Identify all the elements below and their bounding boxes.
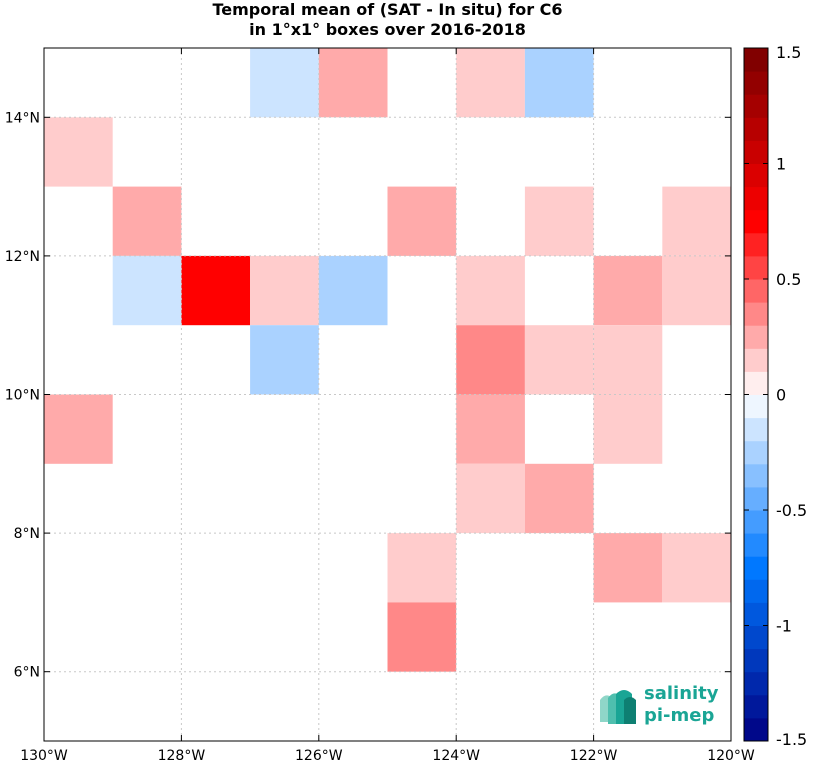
colorbar-segment: [744, 140, 768, 164]
colorbar-segment: [744, 694, 768, 719]
colorbar-tick-label: 0.5: [776, 270, 801, 289]
heatmap-cell: [456, 48, 525, 118]
logo-line-2: pi-mep: [644, 705, 715, 726]
x-tick-label: 122°W: [570, 748, 618, 763]
colorbar-segment: [744, 325, 768, 349]
colorbar-segment: [744, 48, 768, 72]
y-tick-label: 6°N: [14, 665, 40, 681]
heatmap-cell: [250, 325, 319, 395]
heatmap-cells: [44, 48, 731, 672]
x-axis-ticks: 130°W 128°W 126°W 124°W 122°W 120°W: [20, 48, 755, 763]
heatmap-cell: [524, 48, 594, 118]
heatmap-cell: [456, 255, 525, 326]
heatmap-cell: [662, 533, 731, 603]
colorbar-segment: [744, 163, 768, 188]
x-tick-label: 130°W: [20, 748, 68, 763]
colorbar-tick-label: 1: [776, 155, 786, 174]
x-tick-label: 126°W: [295, 748, 343, 763]
colorbar-segment: [744, 209, 768, 234]
colorbar-segment: [744, 279, 768, 303]
colorbar-segment: [744, 302, 768, 326]
heatmap-cell: [44, 117, 113, 187]
colorbar-segment: [744, 717, 768, 742]
colorbar-segment: [744, 394, 768, 419]
heatmap-cell: [524, 463, 594, 534]
colorbar-segment: [744, 255, 768, 280]
heatmap-cell: [593, 533, 663, 603]
heatmap-cell: [524, 186, 594, 256]
heatmap-cell: [387, 602, 457, 672]
heatmap-cell: [662, 255, 731, 326]
heatmap-cell: [112, 186, 182, 256]
colorbar-tick-label: 0: [776, 386, 786, 405]
colorbar-segment: [744, 463, 768, 488]
heatmap-cell: [593, 394, 663, 464]
colorbar-tick-label: -1.5: [776, 730, 807, 749]
colorbar-segment: [744, 417, 768, 442]
colorbar-segment: [744, 186, 768, 211]
colorbar-tick-label: -0.5: [776, 501, 807, 520]
colorbar-segment: [744, 648, 768, 673]
colorbar-segment: [744, 440, 768, 465]
grid-lines: [44, 48, 731, 741]
y-tick-label: 8°N: [14, 526, 40, 542]
wave-logo-icon: [600, 690, 636, 724]
y-tick-label: 10°N: [5, 388, 40, 404]
colorbar-segment: [744, 625, 768, 650]
y-axis-ticks: 6°N 8°N 10°N 12°N 14°N: [5, 110, 731, 681]
x-tick-label: 128°W: [158, 748, 206, 763]
y-tick-label: 14°N: [5, 110, 40, 126]
heatmap-cell: [456, 394, 525, 464]
heatmap-cell: [524, 325, 594, 395]
heatmap-cell: [318, 48, 388, 118]
heatmap-cell: [456, 325, 525, 395]
colorbar-segment: [744, 671, 768, 696]
heatmap-cell: [318, 255, 388, 326]
colorbar-segment: [744, 348, 768, 372]
x-tick-label: 124°W: [432, 748, 480, 763]
y-tick-label: 12°N: [5, 249, 40, 265]
heatmap-cell: [112, 255, 182, 326]
heatmap-cell: [662, 186, 731, 256]
colorbar: 1.5 1 0.5 0 -0.5 -1 -1.5: [743, 43, 807, 749]
heatmap-cell: [387, 186, 457, 256]
heatmap-cell: [181, 255, 251, 326]
colorbar-segment: [744, 94, 768, 118]
colorbar-tick-label: 1.5: [776, 43, 801, 62]
colorbar-tick-label: -1: [776, 617, 792, 636]
chart-title-line-2: in 1°x1° boxes over 2016-2018: [249, 20, 526, 39]
colorbar-segment: [744, 71, 768, 95]
colorbar-segment: [744, 371, 768, 395]
colorbar-segment: [744, 533, 768, 557]
chart-title-line-1: Temporal mean of (SAT - In situ) for C6: [212, 0, 563, 19]
colorbar-segment: [744, 486, 768, 511]
heatmap-cell: [593, 325, 663, 395]
colorbar-segment: [744, 556, 768, 580]
heatmap-cell: [456, 463, 525, 534]
colorbar-segment: [744, 579, 768, 603]
heatmap-cell: [44, 394, 113, 464]
colorbar-segment: [744, 602, 768, 626]
heatmap-cell: [593, 255, 663, 326]
heatmap-cell: [387, 533, 457, 603]
heatmap-cell: [250, 48, 319, 118]
x-tick-label: 120°W: [707, 748, 755, 763]
salinity-pi-mep-logo: salinity pi-mep: [598, 682, 728, 730]
chart-title: Temporal mean of (SAT - In situ) for C6 …: [44, 0, 731, 40]
heatmap-cell: [250, 255, 319, 326]
colorbar-segment: [744, 232, 768, 257]
colorbar-segment: [744, 117, 768, 141]
logo-line-1: salinity: [644, 683, 719, 704]
colorbar-segment: [744, 510, 768, 534]
